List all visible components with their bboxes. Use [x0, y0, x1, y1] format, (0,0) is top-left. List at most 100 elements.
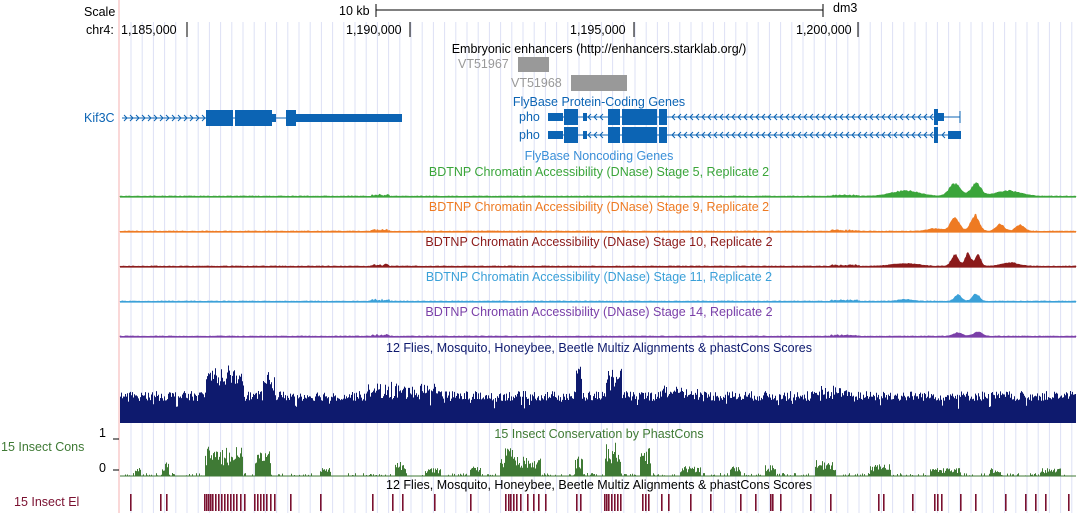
- enhancer-label-vt51968[interactable]: VT51968: [511, 76, 562, 90]
- flybase-noncoding-title[interactable]: FlyBase Noncoding Genes: [524, 149, 674, 163]
- strand-arrow: [893, 113, 898, 121]
- conserved-element: [434, 494, 436, 511]
- conserved-element: [608, 494, 610, 511]
- insect-cons-title[interactable]: 15 Insect Conservation by PhastCons: [494, 427, 704, 441]
- conserved-element: [780, 494, 782, 511]
- conserved-element: [508, 494, 510, 511]
- strand-arrow: [917, 131, 922, 139]
- dnase-stage9-signal[interactable]: [119, 213, 1077, 233]
- conserved-element: [254, 494, 256, 511]
- strand-arrow: [695, 113, 700, 121]
- strand-arrow: [815, 131, 820, 139]
- dnase-stage10-title[interactable]: BDTNP Chromatin Accessibility (DNase) St…: [425, 235, 773, 249]
- conserved-element: [212, 494, 214, 511]
- strand-arrow: [713, 113, 718, 121]
- multiz-bar-path: [120, 365, 1076, 423]
- strand-arrow: [875, 113, 880, 121]
- gene-pho-1[interactable]: [548, 109, 961, 125]
- conserved-element: [372, 494, 374, 511]
- conserved-element: [505, 494, 507, 511]
- strand-arrow: [905, 113, 910, 121]
- strand-arrow: [815, 113, 820, 121]
- strand-arrow: [749, 131, 754, 139]
- conserved-element: [527, 494, 529, 511]
- strand-arrow: [887, 131, 892, 139]
- enhancers-track-title[interactable]: Embryonic enhancers (http://enhancers.st…: [451, 42, 747, 56]
- conserved-element: [130, 494, 132, 511]
- strand-arrow: [779, 131, 784, 139]
- strand-arrow: [761, 131, 766, 139]
- strand-arrow: [159, 114, 164, 122]
- conserved-element: [668, 494, 670, 511]
- insect-el-left-label[interactable]: 15 Insect El: [14, 495, 80, 509]
- strand-arrow: [195, 114, 200, 122]
- gene-label-pho-2[interactable]: pho: [519, 128, 540, 142]
- insect-cons-left-label[interactable]: 15 Insect Cons: [1, 440, 85, 454]
- strand-arrow: [779, 113, 784, 121]
- dnase-stage10-signal[interactable]: [119, 252, 1077, 268]
- dnase-stage14-title[interactable]: BDTNP Chromatin Accessibility (DNase) St…: [425, 305, 773, 319]
- enhancer-vt51968[interactable]: [571, 75, 627, 91]
- conserved-element: [960, 494, 962, 511]
- strand-arrow: [587, 131, 592, 139]
- strand-arrow: [821, 113, 826, 121]
- strand-arrow: [141, 114, 146, 122]
- strand-arrow: [839, 131, 844, 139]
- conserved-element: [533, 494, 535, 511]
- conserved-element: [604, 494, 606, 511]
- dnase-stage5-title[interactable]: BDTNP Chromatin Accessibility (DNase) St…: [428, 165, 770, 179]
- conserved-element: [160, 494, 162, 511]
- enhancer-vt51967[interactable]: [518, 57, 549, 72]
- dnase-stage5-signal[interactable]: [119, 182, 1077, 198]
- conserved-element: [941, 494, 943, 511]
- strand-arrow: [689, 131, 694, 139]
- strand-arrow: [183, 114, 188, 122]
- strand-arrow: [809, 131, 814, 139]
- enhancer-label-vt51967[interactable]: VT51967: [458, 57, 509, 71]
- strand-arrow: [689, 113, 694, 121]
- conserved-element: [221, 494, 223, 511]
- insect-cons-bars[interactable]: [120, 442, 1076, 477]
- dnase-signal-area: [119, 182, 1077, 198]
- gene-kif3c[interactable]: [122, 110, 402, 126]
- multiz-track-title[interactable]: 12 Flies, Mosquito, Honeybee, Beetle Mul…: [386, 341, 812, 355]
- flybase-coding-title[interactable]: FlyBase Protein-Coding Genes: [512, 95, 686, 109]
- strand-arrow: [701, 131, 706, 139]
- strand-arrow: [189, 114, 194, 122]
- conserved-element: [611, 494, 613, 511]
- conserved-element: [580, 494, 582, 511]
- conserved-element: [230, 494, 232, 511]
- conserved-element: [645, 494, 647, 511]
- gene-label-pho-1[interactable]: pho: [519, 110, 540, 124]
- strand-arrow: [851, 131, 856, 139]
- dnase-stage11-signal[interactable]: [119, 293, 1077, 303]
- dnase-stage11-title[interactable]: BDTNP Chromatin Accessibility (DNase) St…: [425, 270, 773, 284]
- dnase-stage14-signal[interactable]: [119, 331, 1077, 338]
- conserved-element: [545, 494, 547, 511]
- cons-axis-min-label: 0: [99, 461, 106, 475]
- multiz-conservation-bars[interactable]: [120, 365, 1076, 424]
- conserved-element: [206, 494, 208, 511]
- scale-bar: [375, 4, 824, 17]
- strand-arrow: [881, 113, 886, 121]
- gene-pho-2[interactable]: [548, 127, 961, 143]
- strand-arrow: [749, 113, 754, 121]
- gene-label-kif3c[interactable]: Kif3C: [84, 111, 115, 125]
- insect-elements-bars[interactable]: [130, 494, 1070, 511]
- strand-arrow: [797, 131, 802, 139]
- insect-el-title[interactable]: 12 Flies, Mosquito, Honeybee, Beetle Mul…: [386, 478, 812, 492]
- strand-arrow: [839, 113, 844, 121]
- conserved-element: [402, 494, 404, 511]
- strand-arrow: [731, 113, 736, 121]
- strand-arrow: [797, 113, 802, 121]
- conserved-element: [520, 494, 522, 511]
- conserved-element: [690, 494, 692, 511]
- dnase-stage9-title[interactable]: BDTNP Chromatin Accessibility (DNase) St…: [428, 200, 770, 214]
- conserved-element: [975, 494, 977, 511]
- strand-arrow: [129, 114, 134, 122]
- strand-arrow: [941, 131, 946, 139]
- strand-arrow: [707, 113, 712, 121]
- dnase-signal-area: [119, 293, 1077, 303]
